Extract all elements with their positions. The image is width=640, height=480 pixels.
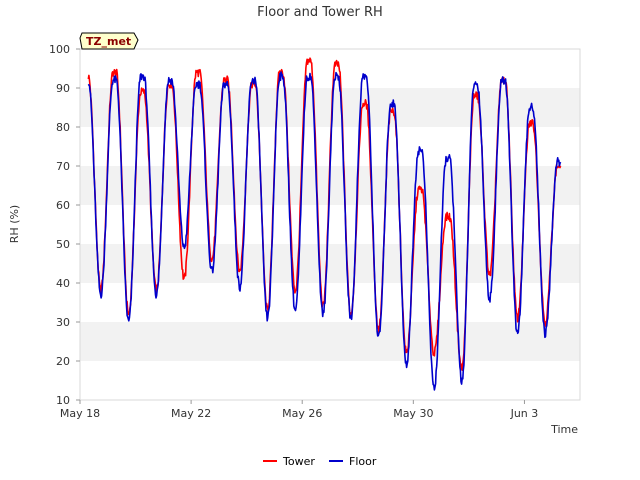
- background-band: [80, 88, 580, 127]
- station-badge-label: TZ_met: [86, 35, 131, 48]
- y-tick-label: 80: [56, 121, 70, 134]
- background-band: [80, 322, 580, 361]
- x-tick-label: Jun 3: [510, 407, 539, 420]
- station-badge-box: [79, 32, 139, 50]
- y-tick-label: 70: [56, 160, 70, 173]
- legend-label-tower: Tower: [282, 455, 315, 468]
- legend-label-floor: Floor: [349, 455, 377, 468]
- chart-title: Floor and Tower RH: [257, 5, 383, 20]
- background-band: [80, 244, 580, 283]
- series-line-floor: [87, 71, 562, 391]
- x-tick-label: May 26: [282, 407, 322, 420]
- y-tick-label: 10: [56, 394, 70, 407]
- y-tick-label: 20: [56, 355, 70, 368]
- y-tick-label: 90: [56, 82, 70, 95]
- y-tick-label: 50: [56, 238, 70, 251]
- x-axis-label: Time: [550, 423, 578, 436]
- background-bands: [80, 88, 580, 361]
- y-tick-label: 30: [56, 316, 70, 329]
- legend: Tower Floor: [263, 455, 377, 468]
- plot-frame: [79, 48, 581, 401]
- y-tick-label: 60: [56, 199, 70, 212]
- station-badge: TZ_met: [79, 32, 139, 50]
- x-tick-label: May 18: [60, 407, 100, 420]
- x-tick-label: May 22: [171, 407, 211, 420]
- y-axis-ticks: 10 20 30 40 50 60 70 80 90 100: [49, 43, 80, 407]
- y-axis-label: RH (%): [8, 205, 21, 243]
- x-axis-ticks: May 18 May 22 May 26 May 30 Jun 3: [60, 400, 538, 420]
- y-tick-label: 100: [49, 43, 70, 56]
- y-tick-label: 40: [56, 277, 70, 290]
- x-tick-label: May 30: [393, 407, 433, 420]
- series-lines: [87, 57, 562, 391]
